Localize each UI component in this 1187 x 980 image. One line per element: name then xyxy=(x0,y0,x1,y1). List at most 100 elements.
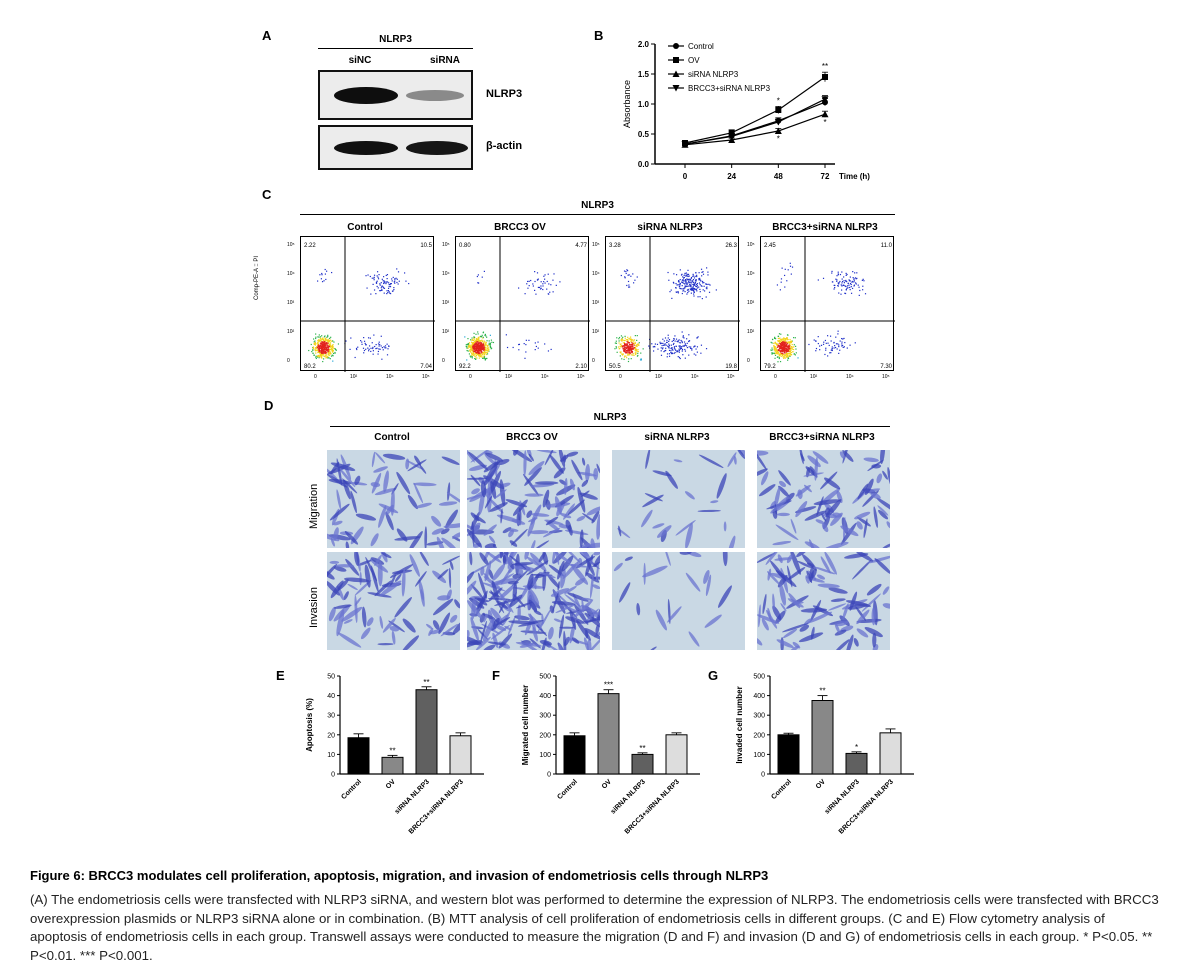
flow-event-dot xyxy=(486,340,488,342)
flow-event-dot xyxy=(846,273,848,276)
flow-event-dot xyxy=(614,342,616,344)
flow-event-dot xyxy=(478,346,480,348)
flow-event-dot xyxy=(314,348,316,350)
flow-ytick-label: 10⁵ xyxy=(287,242,295,248)
flow-event-dot xyxy=(634,353,637,356)
flow-event-dot xyxy=(380,287,382,289)
flow-event-dot xyxy=(794,337,796,339)
flow-event-dot xyxy=(679,345,681,347)
flow-event-dot xyxy=(318,348,320,350)
flow-event-dot xyxy=(483,351,486,353)
flow-event-dot xyxy=(324,355,327,357)
flow-event-dot xyxy=(782,353,784,355)
flow-event-dot xyxy=(321,274,323,276)
flow-event-dot xyxy=(615,346,617,348)
stained-cell xyxy=(761,618,769,631)
flow-event-dot xyxy=(780,346,782,348)
flow-event-dot xyxy=(482,347,484,349)
flow-event-dot xyxy=(379,290,381,292)
flow-event-dot xyxy=(466,346,468,348)
stained-cell xyxy=(419,552,429,566)
flow-event-dot xyxy=(675,274,678,276)
flow-event-dot xyxy=(679,348,682,350)
flow-event-dot xyxy=(683,287,686,289)
bar-significance-star: ** xyxy=(423,678,429,687)
flow-event-dot xyxy=(626,338,629,341)
flow-event-dot xyxy=(323,354,325,356)
flow-event-dot xyxy=(553,273,555,275)
flow-event-dot xyxy=(630,336,632,338)
flow-event-dot xyxy=(324,352,326,355)
flow-event-dot xyxy=(479,348,481,350)
flow-event-dot xyxy=(832,281,834,283)
flow-event-dot xyxy=(329,353,332,355)
stained-cell xyxy=(593,552,600,556)
flow-event-dot xyxy=(774,346,776,348)
flow-event-dot xyxy=(370,350,372,353)
flow-event-dot xyxy=(332,351,334,353)
flow-xtick-label: 10⁴ xyxy=(846,374,854,380)
stained-cell xyxy=(482,644,496,650)
flow-event-dot xyxy=(389,292,391,294)
stained-cell xyxy=(652,523,665,529)
flow-event-dot xyxy=(696,337,698,339)
flow-event-dot xyxy=(776,350,778,352)
flow-event-dot xyxy=(699,291,701,293)
flow-event-dot xyxy=(476,354,478,356)
flow-event-dot xyxy=(691,288,693,290)
stained-cell xyxy=(536,450,557,454)
flow-event-dot xyxy=(786,345,788,347)
flow-event-dot xyxy=(853,281,855,283)
stained-cell xyxy=(828,587,848,594)
stained-cell xyxy=(806,562,815,567)
stained-cell xyxy=(394,536,421,541)
stained-cell xyxy=(360,627,371,640)
stained-cell xyxy=(723,521,727,532)
flow-event-dot xyxy=(683,282,685,285)
flow-event-dot xyxy=(481,350,483,353)
flow-event-dot xyxy=(480,355,482,357)
flow-event-dot xyxy=(789,343,791,345)
stained-cell xyxy=(343,479,351,500)
flow-event-dot xyxy=(788,348,790,350)
flow-event-dot xyxy=(790,273,792,275)
flow-event-dot xyxy=(786,280,788,282)
flow-event-dot xyxy=(672,339,675,342)
flow-event-dot xyxy=(326,336,328,338)
stained-cell xyxy=(517,566,524,576)
flow-event-dot xyxy=(484,359,486,361)
mtt-point xyxy=(775,107,782,113)
flow-event-dot xyxy=(854,277,857,279)
flow-event-dot xyxy=(774,353,776,355)
mtt-significance-star: ** xyxy=(822,62,828,71)
flow-event-dot xyxy=(691,289,693,291)
stained-cell xyxy=(373,466,388,473)
flow-event-dot xyxy=(470,345,472,347)
stained-cell xyxy=(593,468,599,481)
flow-event-dot xyxy=(788,346,790,349)
flow-event-dot xyxy=(477,349,480,351)
flow-event-dot xyxy=(552,279,554,281)
stained-cell xyxy=(798,632,824,643)
stained-cell xyxy=(413,482,424,504)
stained-cell xyxy=(483,524,497,536)
transwell-micrograph xyxy=(612,450,745,548)
flow-event-dot xyxy=(315,336,317,338)
flow-event-dot xyxy=(512,346,514,349)
flow-event-dot xyxy=(839,280,841,283)
flow-event-dot xyxy=(784,357,786,359)
flow-event-dot xyxy=(319,340,321,342)
flow-event-dot xyxy=(782,350,785,352)
flow-event-dot xyxy=(817,336,819,338)
flow-event-dot xyxy=(775,351,777,353)
flow-event-dot xyxy=(779,346,781,348)
flow-event-dot xyxy=(636,339,638,342)
flow-event-dot xyxy=(468,346,470,348)
flow-event-dot xyxy=(850,292,853,294)
flow-event-dot xyxy=(332,355,334,357)
flow-event-dot xyxy=(700,352,702,354)
bar xyxy=(563,735,586,775)
flow-event-dot xyxy=(395,277,397,279)
flow-event-dot xyxy=(481,334,483,336)
stained-cell xyxy=(543,527,561,538)
